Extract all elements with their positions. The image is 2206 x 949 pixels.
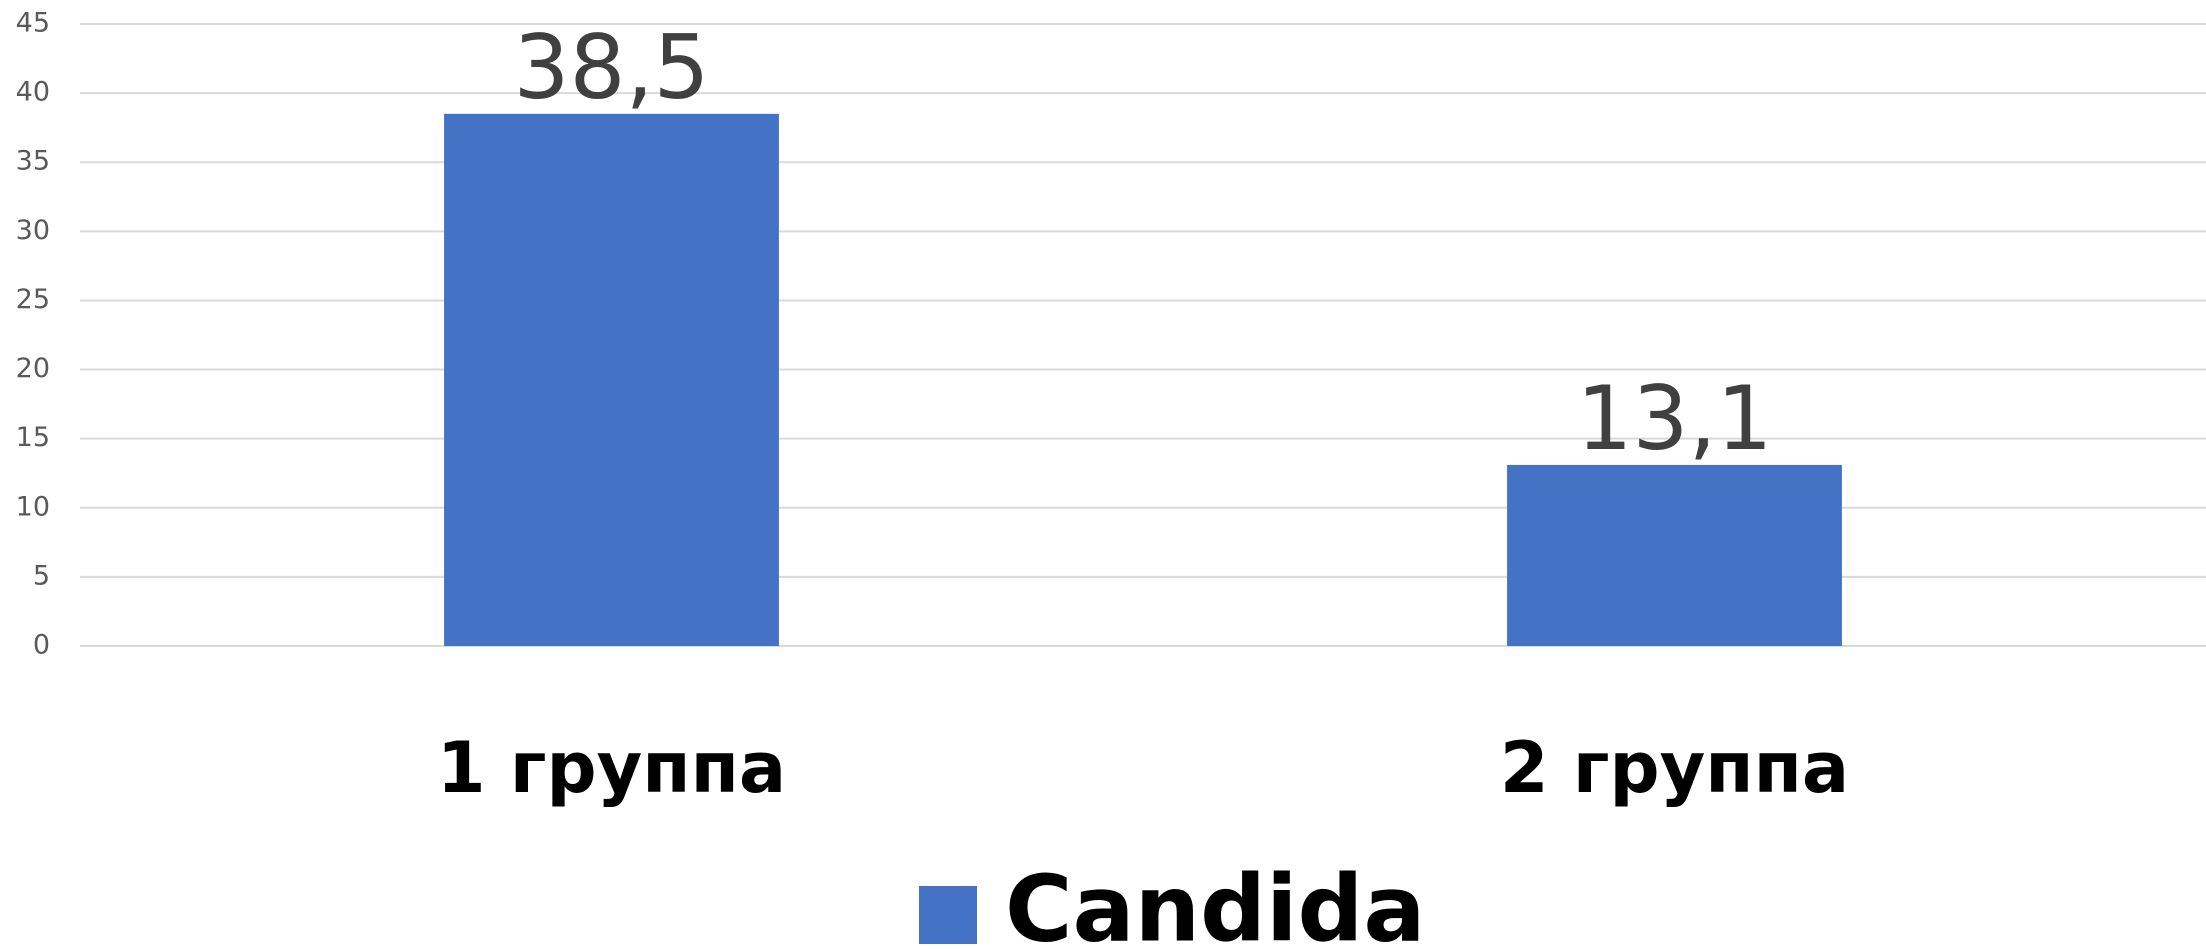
y-tick-label: 35	[16, 146, 50, 177]
y-tick-label: 10	[16, 491, 50, 522]
legend-swatch	[919, 886, 977, 944]
data-label: 13,1	[1577, 367, 1773, 470]
legend-label: Candida	[1005, 855, 1425, 949]
x-tick-label: 2 группа	[1500, 727, 1849, 809]
x-tick-label: 1 группа	[437, 727, 786, 809]
y-tick-label: 30	[16, 215, 50, 246]
y-tick-label: 0	[33, 630, 50, 661]
y-tick-label: 25	[16, 284, 50, 315]
bar	[444, 113, 779, 647]
y-tick-label: 5	[33, 560, 50, 591]
y-tick-label: 40	[16, 77, 50, 108]
y-tick-label: 15	[16, 422, 50, 453]
data-label: 38,5	[514, 16, 710, 119]
y-tick-label: 20	[16, 353, 50, 384]
bar	[1507, 464, 1842, 646]
y-tick-label: 45	[16, 8, 50, 39]
